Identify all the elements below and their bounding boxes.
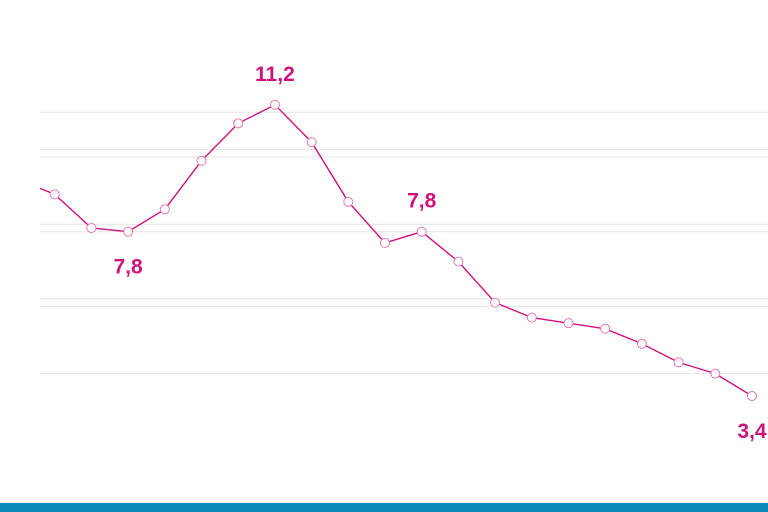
data-point (159, 204, 170, 215)
data-label: 3,4 (737, 420, 767, 443)
data-point (710, 368, 721, 379)
series-group (14, 99, 757, 401)
data-point (196, 155, 207, 166)
data-point (600, 323, 611, 334)
data-point (380, 237, 390, 248)
data-point (123, 226, 134, 237)
data-point (233, 118, 244, 129)
data-label: 11,2 (255, 63, 295, 86)
data-label: 7,8 (407, 190, 437, 213)
data-point (563, 318, 574, 329)
data-point (416, 226, 427, 237)
series-line (40, 103, 753, 397)
gridlines (40, 111, 768, 375)
data-point (49, 189, 60, 200)
data-point (306, 137, 317, 148)
data-point (526, 312, 537, 323)
footer-bar (0, 503, 768, 512)
data-point (453, 256, 464, 267)
data-point (86, 222, 97, 233)
data-point (673, 357, 684, 368)
data-point (343, 196, 354, 207)
data-point (747, 390, 757, 401)
data-point (636, 338, 647, 349)
data-label: 7,8 (113, 256, 143, 279)
data-labels: 7,8 11,2 7,8 3,4 (113, 63, 766, 443)
data-point (269, 99, 280, 110)
data-point (490, 297, 501, 308)
data-point (14, 175, 23, 184)
